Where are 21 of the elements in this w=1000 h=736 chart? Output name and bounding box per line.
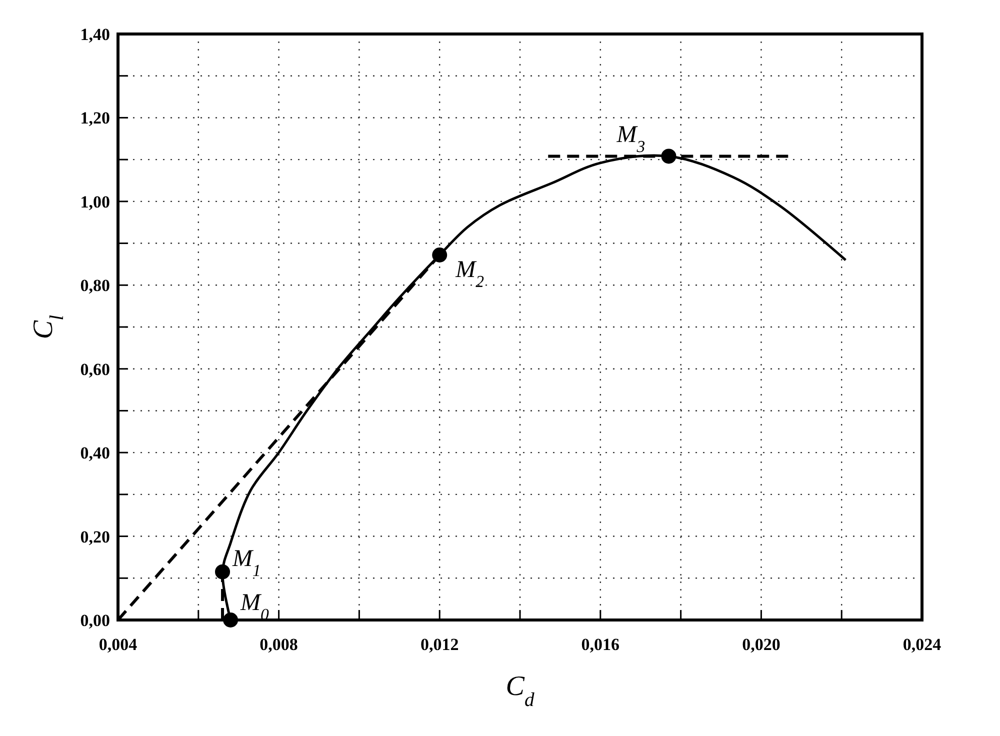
annotation: M$_{1}$ [232, 546, 261, 580]
y-tick-label: 1,40 [80, 25, 110, 44]
x-tick-label: 0,024 [902, 635, 942, 654]
x-tick-label: 0,020 [742, 635, 780, 654]
y-tick-label: 0,00 [80, 611, 110, 630]
x-tick-label: 0,008 [260, 635, 298, 654]
y-tick-label: 0,20 [80, 527, 110, 546]
y-tick-label: 1,20 [80, 108, 110, 128]
annotation: M$_{3}$ [616, 122, 646, 156]
point [661, 148, 676, 164]
x-tick-label: 0,012 [420, 635, 459, 654]
x-tick-label: 0,004 [98, 635, 138, 654]
y-tick-label: 0,60 [80, 360, 110, 379]
x-tick-label: 0,016 [581, 635, 620, 654]
y-tick-label: 1,00 [80, 192, 110, 212]
y-tick-label: 0,40 [80, 444, 110, 463]
y-tick-label: 0,80 [80, 276, 110, 296]
point [432, 248, 448, 263]
point [215, 564, 230, 580]
x-axis-title: C$_{d}$ [506, 671, 534, 710]
annotation: M$_{2}$ [454, 257, 485, 291]
